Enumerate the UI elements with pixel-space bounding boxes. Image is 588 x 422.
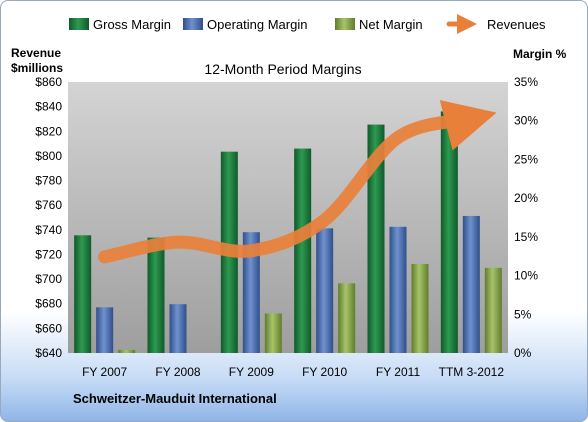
bar-net-margin-5 <box>484 267 502 353</box>
right-tick-label: 0% <box>514 346 532 360</box>
right-tick-label: 30% <box>514 114 538 128</box>
bar-gross-margin-4 <box>367 124 385 353</box>
legend-label-gross-margin: Gross Margin <box>93 17 171 32</box>
chart-title: 12-Month Period Margins <box>204 61 361 77</box>
right-tick-label: 15% <box>514 230 538 244</box>
left-tick-label: $760 <box>35 198 62 212</box>
left-axis-label-line2: $millions <box>11 61 63 75</box>
category-label: FY 2008 <box>155 365 200 379</box>
revenue-line-group <box>98 100 497 264</box>
legend-swatch-operating-margin <box>183 18 203 30</box>
bar-net-margin-2 <box>264 313 282 353</box>
left-axis-label-line1: Revenue <box>11 46 61 60</box>
left-tick-label: $640 <box>35 346 62 360</box>
left-tick-label: $780 <box>35 174 62 188</box>
left-tick-label: $860 <box>35 75 62 89</box>
left-tick-label: $720 <box>35 247 62 261</box>
bars-group <box>74 111 502 354</box>
bar-net-margin-0 <box>118 349 136 353</box>
left-tick-label: $840 <box>35 100 62 114</box>
legend-label-net-margin: Net Margin <box>359 17 423 32</box>
left-tick-label: $700 <box>35 272 62 286</box>
bar-gross-margin-1 <box>147 237 165 353</box>
right-tick-label: 20% <box>514 191 538 205</box>
bar-operating-margin-0 <box>96 307 114 353</box>
left-tick-label: $740 <box>35 223 62 237</box>
right-tick-label: 35% <box>514 75 538 89</box>
left-tick-label: $660 <box>35 321 62 335</box>
bar-net-margin-4 <box>411 263 429 353</box>
right-tick-label: 5% <box>514 307 532 321</box>
category-label: TTM 3-2012 <box>439 365 505 379</box>
bar-net-margin-3 <box>338 283 356 353</box>
legend-swatch-net-margin <box>335 18 355 30</box>
bar-operating-margin-1 <box>169 304 187 353</box>
bar-operating-margin-5 <box>462 215 480 353</box>
category-label: FY 2007 <box>82 365 127 379</box>
left-axis-ticks: $640 $660 $680 $700 $720 $740 $760 $780 $800 $820… <box>35 75 62 360</box>
category-label: FY 2011 <box>376 365 421 379</box>
category-labels: FY 2007 FY 2008 FY 2009 FY 2010 FY 2011 TTM 3… <box>82 365 504 379</box>
category-label: FY 2009 <box>229 365 274 379</box>
legend-swatch-gross-margin <box>69 18 89 30</box>
bar-operating-margin-4 <box>389 226 407 353</box>
right-tick-label: 10% <box>514 269 538 283</box>
bar-operating-margin-2 <box>242 232 260 353</box>
left-tick-label: $820 <box>35 124 62 138</box>
bar-gross-margin-0 <box>74 235 92 353</box>
left-tick-label: $800 <box>35 149 62 163</box>
legend-label-revenues: Revenues <box>487 17 546 32</box>
category-label: FY 2010 <box>302 365 347 379</box>
left-tick-label: $680 <box>35 297 62 311</box>
bar-gross-margin-5 <box>440 111 458 354</box>
company-name: Schweitzer-Mauduit International <box>73 391 277 406</box>
legend-label-operating-margin: Operating Margin <box>207 17 307 32</box>
right-axis-ticks: 0% 5% 10% 15% 20% 25% 30% 35% <box>514 75 538 360</box>
right-tick-label: 25% <box>514 152 538 166</box>
bar-operating-margin-3 <box>316 228 334 353</box>
right-axis-label: Margin % <box>513 47 567 61</box>
legend: Gross Margin Operating Margin Net Margin… <box>69 14 546 34</box>
revenue-line <box>98 100 497 264</box>
bar-gross-margin-3 <box>294 148 312 353</box>
